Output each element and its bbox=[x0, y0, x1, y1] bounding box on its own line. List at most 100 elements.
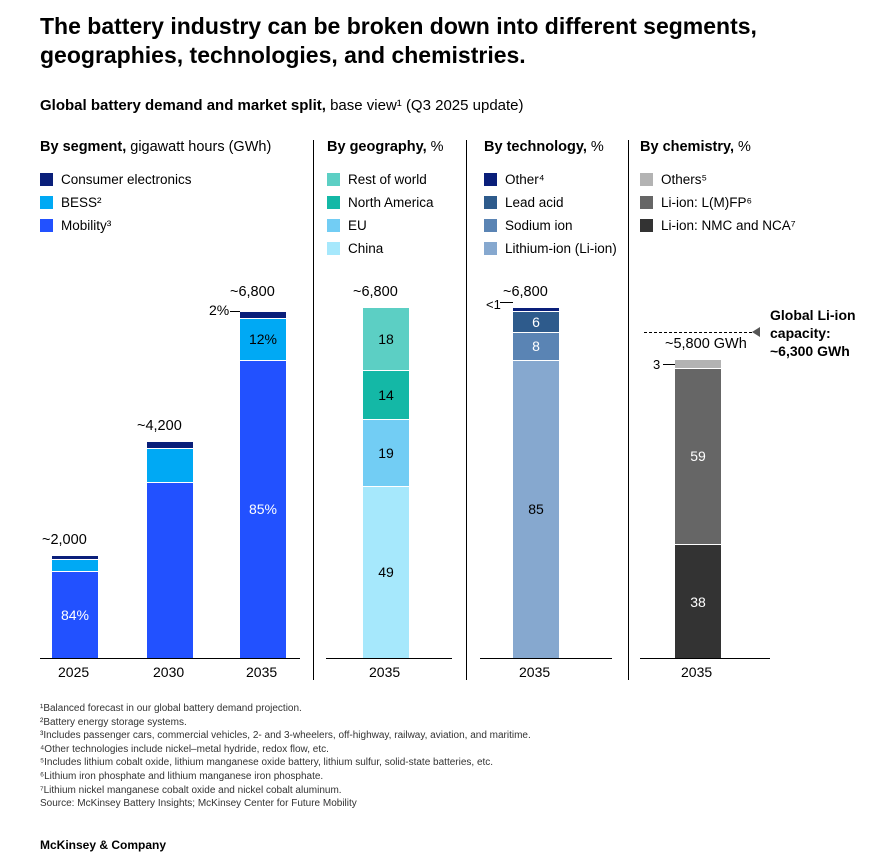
legend-swatch bbox=[40, 196, 53, 209]
x-tick-label: 2035 bbox=[246, 664, 278, 680]
bar-segment-bess: 12% bbox=[240, 317, 286, 360]
legend-label: Lead acid bbox=[505, 195, 564, 210]
bar-segment-bess bbox=[147, 447, 193, 483]
legend-item: Rest of world bbox=[327, 172, 427, 187]
bar-segment-liion: 85 bbox=[513, 359, 559, 658]
data-label-others: 3 bbox=[653, 357, 661, 372]
stacked-bar bbox=[147, 441, 193, 658]
leader-line bbox=[500, 302, 513, 303]
data-label: 12% bbox=[248, 331, 278, 348]
legend-item: Mobility³ bbox=[40, 218, 111, 233]
legend-swatch bbox=[40, 173, 53, 186]
footnote: Source: McKinsey Battery Insights; McKin… bbox=[40, 798, 357, 810]
legend-item: Li-ion: NMC and NCA⁷ bbox=[640, 218, 796, 233]
bar-segment-mobility: 85% bbox=[240, 359, 286, 658]
stacked-bar: 49 19 14 18 bbox=[363, 307, 409, 658]
legend-item: Other⁴ bbox=[484, 172, 545, 187]
bar-segment-sodium: 8 bbox=[513, 331, 559, 360]
panel-title-bold: By technology, bbox=[484, 139, 587, 155]
x-tick-label: 2025 bbox=[58, 664, 90, 680]
footnote: ³Includes passenger cars, commercial veh… bbox=[40, 730, 531, 742]
total-label: ~4,200 bbox=[137, 418, 182, 435]
bar-segment-mobility: 84% bbox=[52, 571, 98, 658]
legend-swatch bbox=[484, 196, 497, 209]
x-axis bbox=[326, 658, 452, 659]
panel-title-unit: % bbox=[426, 139, 444, 155]
legend-label: Lithium-ion (Li-ion) bbox=[505, 241, 617, 256]
x-tick-label: 2035 bbox=[519, 664, 551, 680]
legend-label: BESS² bbox=[61, 195, 102, 210]
divider bbox=[313, 140, 314, 680]
bar-segment-consumer bbox=[240, 310, 286, 318]
chart-subtitle: Global battery demand and market split, … bbox=[40, 97, 524, 114]
legend-item: China bbox=[327, 241, 383, 256]
stacked-bar: 38 59 bbox=[675, 358, 721, 658]
legend-label: Rest of world bbox=[348, 172, 427, 187]
subtitle-rest: base view¹ (Q3 2025 update) bbox=[325, 97, 524, 114]
panel-title: By technology, % bbox=[484, 139, 604, 155]
legend-item: Sodium ion bbox=[484, 218, 573, 233]
bar-segment-row: 18 bbox=[363, 307, 409, 371]
footnote: ⁷Lithium nickel manganese cobalt oxide a… bbox=[40, 784, 342, 796]
total-label: ~5,800 GWh bbox=[665, 335, 747, 352]
legend-swatch bbox=[327, 242, 340, 255]
data-label: 14 bbox=[378, 387, 394, 404]
legend-swatch bbox=[484, 173, 497, 186]
panel-title: By segment, gigawatt hours (GWh) bbox=[40, 139, 271, 155]
divider bbox=[628, 140, 629, 680]
x-tick-label: 2035 bbox=[681, 664, 713, 680]
legend-swatch bbox=[640, 219, 653, 232]
bar-segment-consumer bbox=[52, 554, 98, 559]
footnotes: ¹Balanced forecast in our global battery… bbox=[40, 702, 531, 811]
bar-segment-lead: 6 bbox=[513, 310, 559, 332]
bar-segment-lfp: 59 bbox=[675, 367, 721, 545]
bar-segment-consumer bbox=[147, 441, 193, 448]
leader-line bbox=[230, 311, 240, 312]
bar-segment-nmc: 38 bbox=[675, 544, 721, 658]
data-label-other: <1 bbox=[486, 297, 501, 312]
legend-label: China bbox=[348, 241, 384, 256]
bar-segment-china: 49 bbox=[363, 486, 409, 658]
panel-title-unit: % bbox=[734, 139, 751, 155]
legend-item: North America bbox=[327, 195, 434, 210]
legend-label: Li-ion: NMC and NCA⁷ bbox=[661, 218, 796, 233]
legend-item: Lithium-ion (Li-ion) bbox=[484, 241, 617, 256]
total-label: ~6,800 bbox=[353, 284, 398, 300]
legend-label: Consumer electronics bbox=[61, 172, 192, 187]
panel-title-bold: By segment, bbox=[40, 139, 127, 155]
legend-swatch bbox=[40, 219, 53, 232]
x-tick-label: 2030 bbox=[153, 664, 185, 680]
legend-swatch bbox=[327, 173, 340, 186]
legend-label: Li-ion: L(M)FP⁶ bbox=[661, 195, 753, 210]
data-label-consumer-2035: 2% bbox=[209, 302, 230, 318]
bar-segment-other bbox=[513, 307, 559, 311]
footnote: ⁴Other technologies include nickel–metal… bbox=[40, 743, 329, 755]
data-label: 6 bbox=[532, 313, 540, 330]
footnote: ¹Balanced forecast in our global battery… bbox=[40, 703, 302, 714]
x-axis bbox=[640, 658, 770, 659]
bar-segment-eu: 19 bbox=[363, 419, 409, 486]
annotation-arrow-icon bbox=[752, 327, 760, 337]
data-label: 49 bbox=[378, 564, 394, 581]
legend-label: Sodium ion bbox=[505, 218, 573, 233]
x-axis bbox=[480, 658, 612, 659]
legend-item: Others⁵ bbox=[640, 172, 707, 187]
annotation: Global Li-ion capacity: ~6,300 GWh bbox=[770, 307, 856, 359]
panel-title: By chemistry, % bbox=[640, 139, 751, 155]
leader-line bbox=[663, 364, 675, 365]
footnote: ⁶Lithium iron phosphate and lithium mang… bbox=[40, 770, 324, 782]
legend-item: EU bbox=[327, 218, 367, 233]
legend-swatch bbox=[484, 219, 497, 232]
total-label: ~6,800 bbox=[503, 284, 548, 300]
panel-title-unit: % bbox=[586, 139, 604, 155]
legend-label: Mobility³ bbox=[61, 218, 112, 233]
legend-swatch bbox=[327, 196, 340, 209]
x-axis bbox=[40, 658, 300, 659]
data-label: 59 bbox=[690, 448, 706, 465]
legend-item: Li-ion: L(M)FP⁶ bbox=[640, 195, 752, 210]
data-label: 85% bbox=[248, 501, 278, 518]
page-title: The battery industry can be broken down … bbox=[40, 13, 757, 68]
data-label: 19 bbox=[378, 445, 394, 462]
data-label: 84% bbox=[60, 607, 90, 624]
